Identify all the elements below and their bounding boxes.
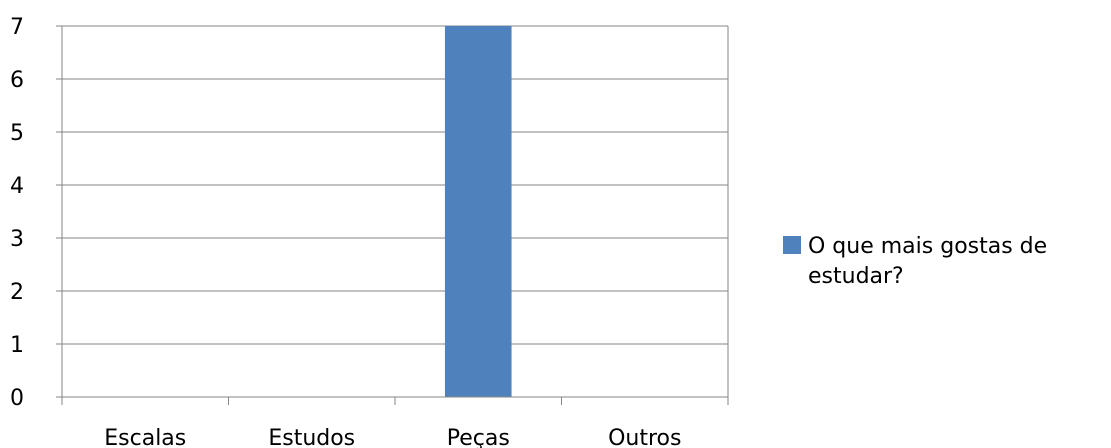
y-tick-labels: 0 1 2 3 4 5 6 7 (10, 15, 24, 411)
gridlines (62, 25, 728, 345)
legend-swatch (783, 236, 801, 254)
y-tick-label: 0 (10, 386, 24, 411)
legend-label-line-2: estudar? (808, 264, 904, 289)
y-tick-label: 6 (10, 68, 24, 93)
x-tick-label: Peças (447, 426, 510, 448)
x-tick-label: Outros (608, 426, 681, 448)
x-tick-label: Escalas (104, 426, 186, 448)
y-tick-label: 5 (10, 121, 24, 146)
y-tick-label: 7 (10, 15, 24, 40)
bars (444, 26, 512, 397)
legend: O que mais gostas de estudar? (783, 234, 1047, 289)
axes (56, 25, 729, 405)
x-tick-labels: Escalas Estudos Peças Outros (104, 426, 681, 448)
y-tick-label: 4 (10, 174, 24, 199)
x-tick-label: Estudos (268, 426, 355, 448)
legend-label-line-1: O que mais gostas de (808, 234, 1047, 259)
y-tick-label: 2 (10, 280, 24, 305)
bar-2 (444, 26, 512, 397)
y-tick-label: 1 (10, 333, 24, 358)
y-tick-label: 3 (10, 227, 24, 252)
